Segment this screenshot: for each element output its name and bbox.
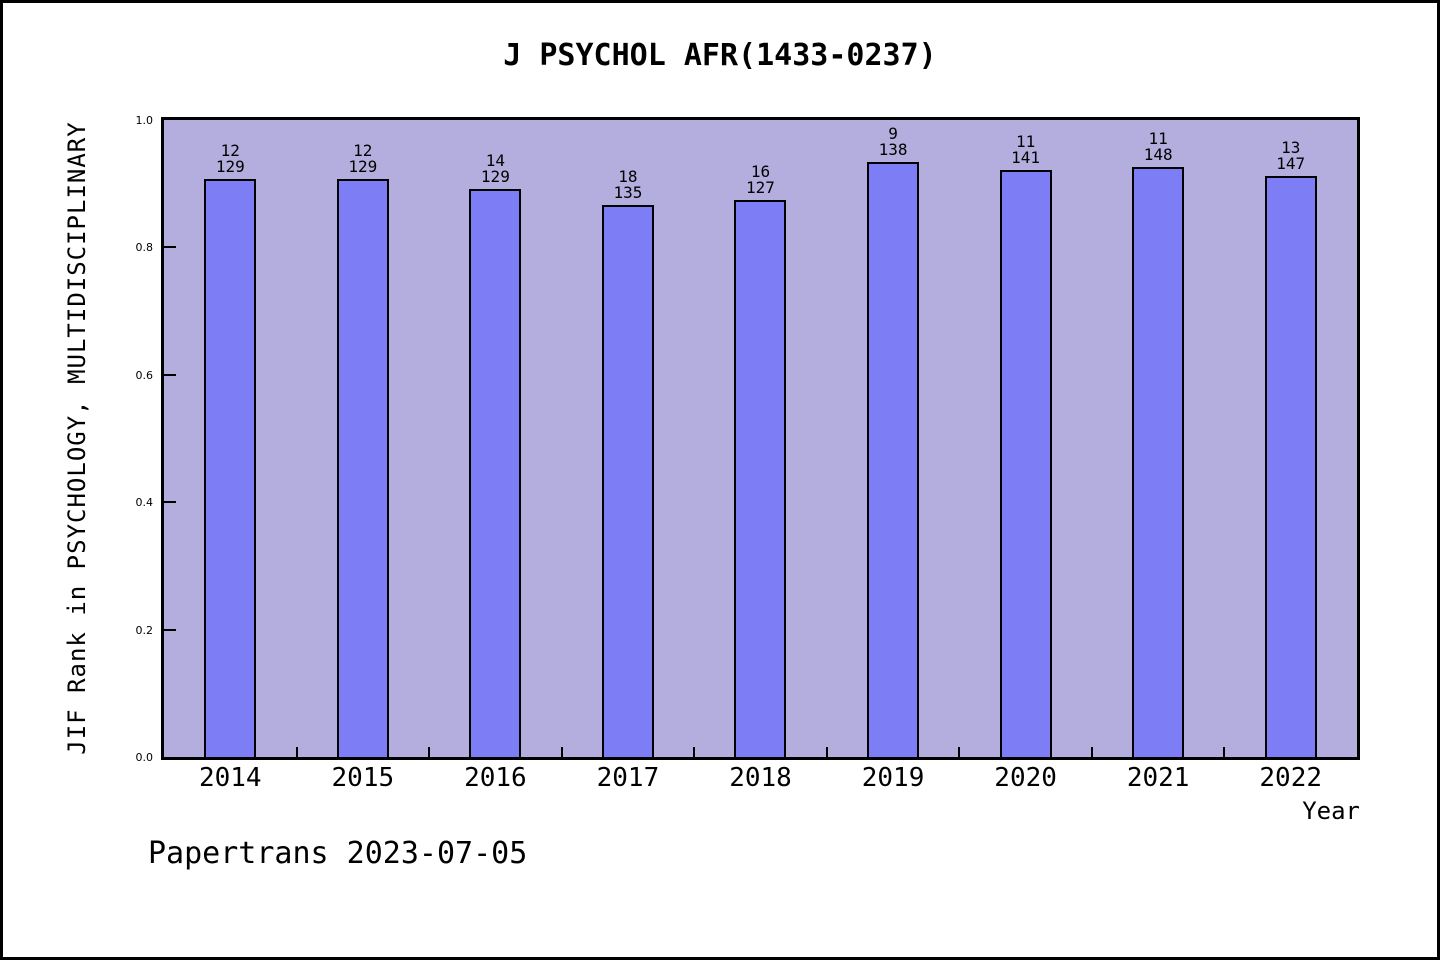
bar-slot-2022: 13 147	[1224, 120, 1357, 757]
bar-2022	[1264, 176, 1317, 757]
bar-slot-2014: 12 129	[164, 120, 297, 757]
bar-rank-value: 12	[353, 141, 373, 161]
x-tick-mark	[958, 747, 961, 757]
y-tick-mark	[164, 373, 176, 376]
y-tick-label: 0.0	[135, 751, 154, 764]
bar-rank-value: 9	[888, 123, 898, 143]
chart-title: J PSYCHOL AFR(1433-0237)	[503, 38, 937, 73]
bar-slot-2016: 14 129	[429, 120, 562, 757]
bar-2020	[999, 169, 1052, 757]
bar-total-value: 129	[480, 167, 510, 187]
bar-rank-value: 11	[1015, 131, 1036, 151]
x-tick-mark	[693, 747, 696, 757]
bar-value-label: 11 141	[1011, 131, 1041, 167]
bar-value-label: 9 138	[878, 123, 908, 159]
x-axis-title: Year	[1302, 797, 1360, 825]
y-tick-mark	[164, 628, 176, 631]
bar-value-label: 14 129	[481, 153, 510, 185]
y-tick-label: 0.2	[135, 623, 154, 637]
bar-value-label: 12 129	[348, 143, 377, 175]
y-tick-mark	[164, 246, 176, 249]
bar-2015	[336, 179, 389, 757]
y-tick-label: 0.6	[135, 368, 154, 382]
bar-slot-2021: 11 148	[1092, 120, 1225, 757]
bar-slot-2018: 16 127	[694, 120, 827, 757]
bar-value-label: 13 147	[1276, 140, 1305, 172]
y-axis-title: JIF Rank in PSYCHOLOGY, MULTIDISCIPLINAR…	[63, 121, 91, 755]
x-category-label-2022: 2022	[1259, 763, 1323, 793]
bar-total-value: 148	[1143, 145, 1173, 165]
bar-slot-2020: 11 141	[959, 120, 1092, 757]
x-tick-mark	[1090, 747, 1093, 757]
bar-value-label: 11 148	[1144, 131, 1173, 163]
bar-total-value: 141	[1011, 147, 1041, 167]
bar-rank-value: 18	[618, 166, 638, 186]
x-tick-mark	[825, 747, 828, 757]
bar-rank-value: 14	[485, 151, 505, 171]
bar-rank-value: 11	[1148, 129, 1168, 149]
x-category-label-2019: 2019	[861, 763, 925, 793]
x-category-label-2014: 2014	[198, 763, 262, 793]
bar-total-value: 127	[746, 178, 775, 198]
x-category-label-2020: 2020	[994, 763, 1057, 793]
x-category-label-2015: 2015	[331, 763, 395, 793]
bar-total-value: 129	[215, 157, 245, 177]
x-tick-mark	[295, 747, 298, 757]
bar-2016	[469, 189, 522, 757]
y-tick-label: 1.0	[135, 114, 154, 127]
bar-rank-value: 13	[1281, 138, 1301, 158]
bar-slot-2015: 12 129	[297, 120, 430, 757]
bar-total-value: 138	[878, 139, 908, 159]
x-category-label-2016: 2016	[464, 763, 527, 793]
bar-2018	[734, 200, 787, 757]
bar-value-label: 12 129	[216, 143, 245, 175]
x-category-label-2018: 2018	[729, 763, 792, 793]
bar-rank-value: 16	[750, 162, 771, 182]
bar-value-label: 16 127	[746, 164, 775, 196]
y-tick-label: 0.8	[135, 241, 154, 255]
bar-2014	[204, 179, 257, 757]
x-tick-mark	[428, 747, 431, 757]
x-category-label-2021: 2021	[1126, 763, 1190, 793]
bar-2017	[601, 204, 654, 757]
bar-rank-value: 12	[220, 141, 240, 161]
bar-total-value: 135	[613, 182, 643, 202]
x-category-label-2017: 2017	[596, 763, 660, 793]
footer-note: Papertrans 2023-07-05	[148, 836, 528, 871]
x-tick-mark	[560, 747, 563, 757]
bar-total-value: 129	[348, 157, 378, 177]
bar-slot-2017: 18 135	[562, 120, 695, 757]
bar-2019	[867, 161, 920, 757]
bar-slot-2019: 9 138	[827, 120, 960, 757]
y-tick-label: 0.4	[135, 496, 154, 510]
x-tick-mark	[1223, 747, 1226, 757]
y-tick-mark	[164, 501, 176, 504]
bar-2021	[1132, 167, 1185, 757]
bar-value-label: 18 135	[613, 166, 643, 202]
plot-area: 12 129 12 129 14 129 18 135 16 127 9 138 11 141 11 148 1…	[161, 117, 1360, 760]
bar-total-value: 147	[1276, 154, 1306, 174]
